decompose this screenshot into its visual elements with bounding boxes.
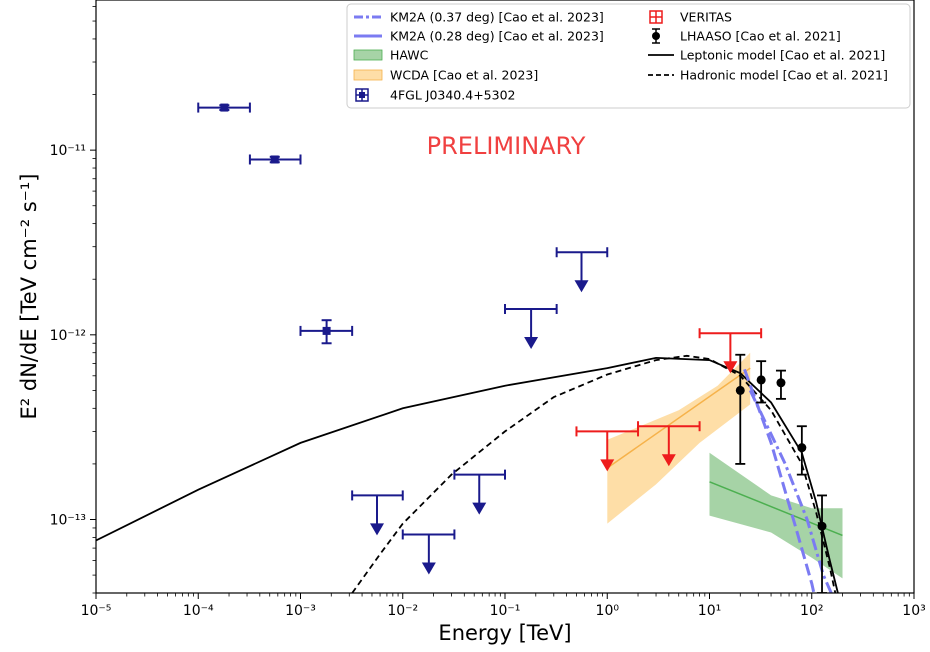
legend-label-hawc: HAWC: [390, 48, 429, 63]
lhaaso-point-4-marker: [797, 443, 807, 453]
wcda-band: [607, 352, 751, 524]
legend-item-lhaaso: LHAASO [Cao et al. 2021]: [652, 28, 841, 44]
fermi-upper-limit-2-arrowhead: [421, 562, 436, 575]
leptonic-model-line: [96, 356, 839, 593]
x-tick-label: 10⁻¹: [490, 603, 521, 619]
x-tick-label: 10⁰: [596, 603, 620, 619]
fermi-upper-limit-1: [351, 490, 404, 536]
y-tick-label: 10⁻¹¹: [50, 143, 86, 159]
legend-item-km2a037: KM2A (0.37 deg) [Cao et al. 2023]: [354, 10, 604, 25]
fermi-point-2: [248, 154, 302, 165]
legend-item-hawc: HAWC: [353, 48, 429, 63]
y-axis-title: E² dN/dE [TeV cm⁻² s⁻¹]: [17, 174, 41, 420]
veritas-upper-limit-1-arrowhead: [600, 459, 615, 472]
lhaaso-point-4: [796, 425, 807, 476]
veritas-upper-limit-2: [637, 421, 701, 467]
y-tick-label: 10⁻¹²: [50, 328, 86, 344]
legend-label-had: Hadronic model [Cao et al. 2021]: [680, 68, 888, 83]
fermi-upper-limit-2: [401, 529, 456, 575]
lhaaso-point-1-marker: [735, 385, 745, 395]
x-tick-label: 10⁻⁵: [81, 603, 112, 619]
legend-handle-fermi-marker: [359, 92, 365, 98]
wcda-line: [606, 367, 751, 469]
lhaaso-point-5-marker: [817, 521, 827, 531]
legend-handle-hawc: [353, 49, 383, 61]
x-tick-label: 10⁻³: [285, 603, 316, 619]
veritas-upper-limit-3-arrowhead: [723, 361, 738, 374]
fermi-upper-limit-5-arrowhead: [574, 280, 589, 293]
legend-item-veritas: VERITAS: [649, 10, 732, 25]
lhaaso-point-3-marker: [776, 378, 786, 388]
legend-item-wcda: WCDA [Cao et al. 2023]: [353, 68, 538, 83]
legend-item-fermi: 4FGL J0340.4+5302: [355, 88, 515, 103]
lhaaso-point-2-marker: [756, 375, 766, 385]
hadronic-model-line: [351, 354, 837, 593]
legend-label-wcda: WCDA [Cao et al. 2023]: [390, 68, 538, 83]
fermi-upper-limit-5: [555, 247, 609, 293]
legend-label-veritas: VERITAS: [680, 10, 732, 25]
x-axis-title: Energy [TeV]: [438, 621, 571, 645]
legend-handle-fermi-box: [355, 88, 369, 102]
preliminary-watermark: PRELIMINARY: [427, 132, 586, 160]
km2a-028-line: [743, 368, 816, 593]
hawc-band: [709, 452, 843, 579]
legend-handle-lhaaso-marker: [652, 32, 660, 40]
x-tick-label: 10⁻²: [387, 603, 418, 619]
x-tick-label: 10⁻⁴: [183, 603, 214, 619]
km2a-037-line: [748, 389, 833, 593]
lhaaso-point-3: [775, 369, 786, 400]
fermi-point-1-marker: [220, 103, 229, 112]
fermi-point-2-marker: [270, 155, 279, 164]
lhaaso-point-1: [735, 353, 746, 465]
x-tick-label: 10¹: [698, 603, 721, 619]
legend-item-lep: Leptonic model [Cao et al. 2021]: [648, 48, 885, 63]
legend-label-lhaaso: LHAASO [Cao et al. 2021]: [680, 29, 841, 44]
veritas-upper-limit-2-arrowhead: [661, 454, 676, 467]
x-tick-label: 10²: [800, 603, 823, 619]
fermi-point-3: [299, 319, 354, 345]
veritas-upper-limit-1: [575, 426, 640, 472]
legend-item-km2a028: KM2A (0.28 deg) [Cao et al. 2023]: [354, 29, 604, 44]
axes: 10⁻⁵ 10⁻⁴ 10⁻³ 10⁻² 10⁻¹ 10⁰ 10¹ 10² 10³ 10⁻¹³ 10⁻…: [50, 0, 926, 619]
x-tick-label: 10³: [902, 603, 925, 619]
legend-item-had: Hadronic model [Cao et al. 2021]: [648, 68, 888, 83]
legend-label-km2a037: KM2A (0.37 deg) [Cao et al. 2023]: [390, 10, 604, 25]
fermi-upper-limit-3: [453, 469, 506, 515]
legend-label-fermi: 4FGL J0340.4+5302: [390, 88, 515, 103]
fermi-upper-limit-4-arrowhead: [524, 336, 539, 349]
lhaaso-point-2: [756, 360, 767, 404]
fermi-upper-limit-4: [504, 303, 558, 349]
legend-label-km2a028: KM2A (0.28 deg) [Cao et al. 2023]: [390, 29, 604, 44]
fermi-point-1: [197, 102, 251, 113]
legend-label-lep: Leptonic model [Cao et al. 2021]: [680, 48, 885, 63]
legend-box: [346, 3, 911, 109]
veritas-upper-limit-3: [698, 328, 763, 374]
plot-area: [96, 102, 843, 593]
lhaaso-point-5: [817, 494, 828, 593]
legend-handle-wcda: [353, 69, 383, 81]
legend: KM2A (0.37 deg) [Cao et al. 2023] KM2A (0…: [346, 3, 911, 109]
y-tick-label: 10⁻¹³: [50, 513, 86, 529]
fermi-upper-limit-3-arrowhead: [472, 502, 487, 515]
fermi-point-3-marker: [322, 326, 331, 335]
fermi-upper-limit-1-arrowhead: [370, 523, 385, 536]
